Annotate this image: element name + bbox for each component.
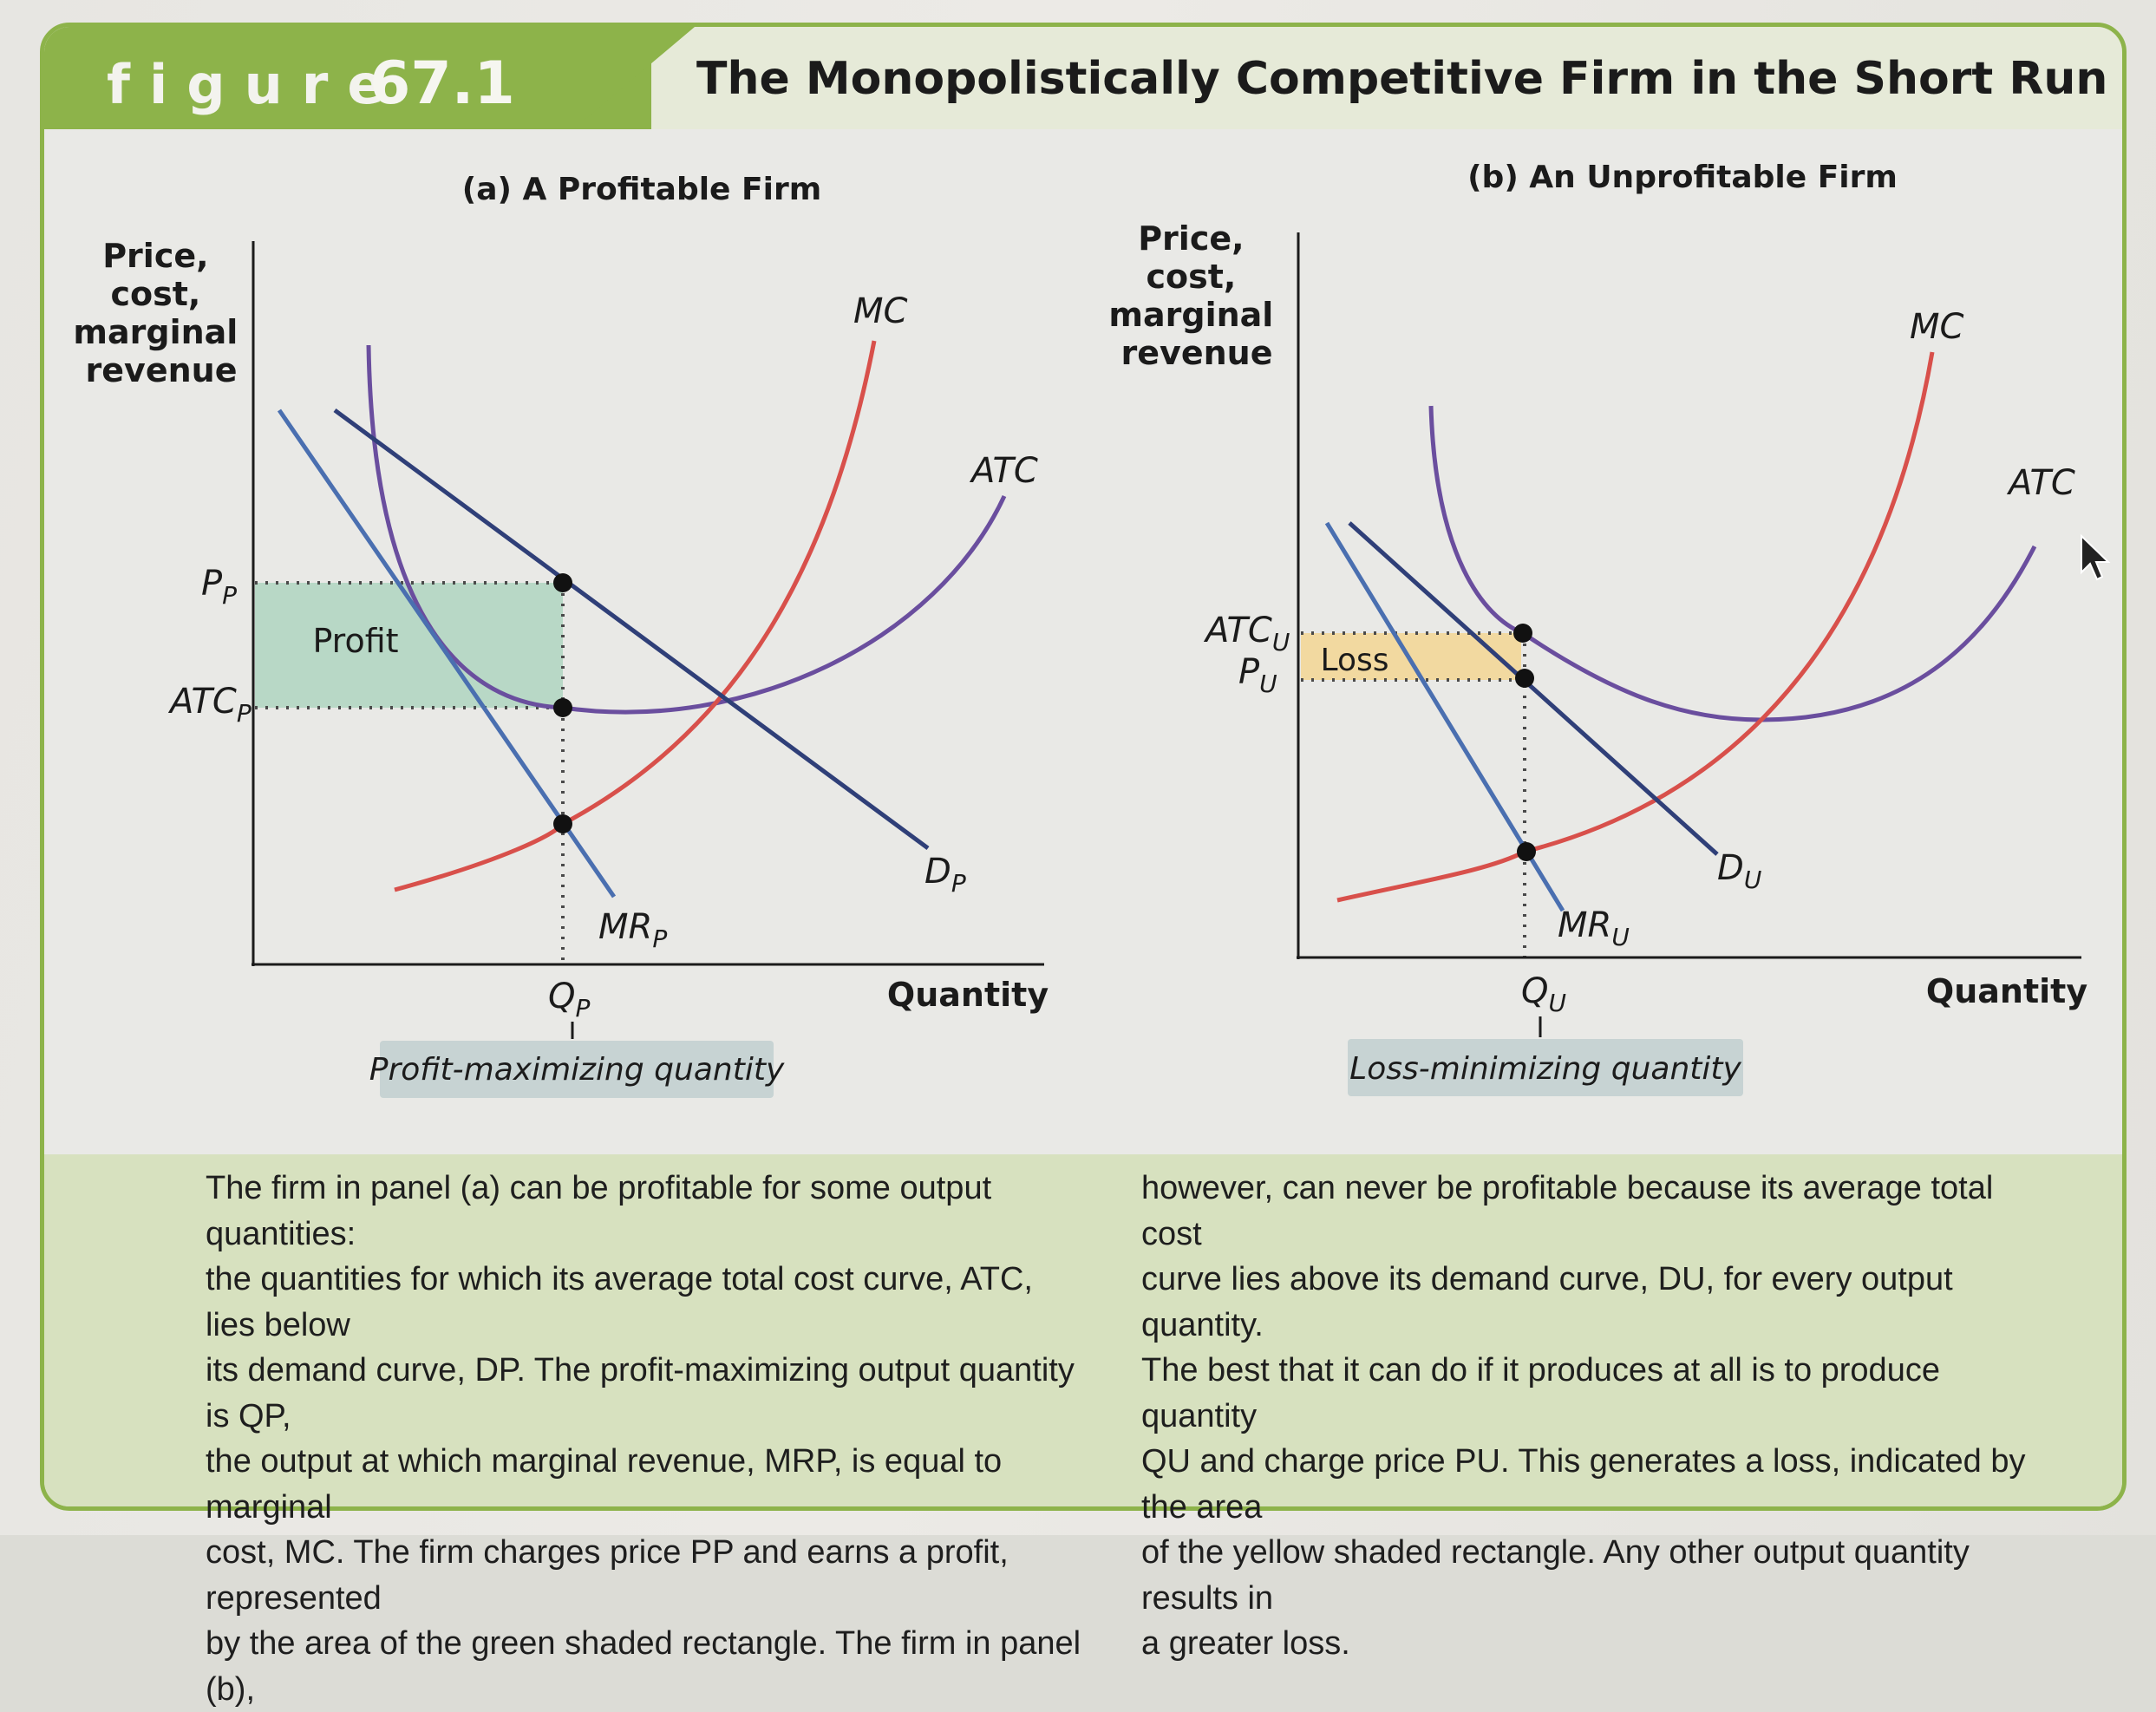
panel-b-x-axis-label: Quantity: [1926, 972, 2087, 1010]
figure-frame: figure 67.1 The Monopolistically Competi…: [40, 23, 2127, 1511]
figure-title-bar: [651, 27, 2122, 129]
panel-a-mc-curve: [394, 340, 877, 892]
panel-b-mr-mc-point: [1517, 842, 1536, 861]
panel-a: (a) A Profitable Firm Price, cost, margi…: [73, 172, 1049, 1098]
caption-right-line-3: The best that it can do if it produces a…: [1141, 1352, 1940, 1434]
header-slant: [573, 27, 695, 129]
caption-band: [44, 1154, 2122, 1506]
profit-region: [255, 583, 563, 708]
panel-a-mr-mc-point: [553, 814, 572, 833]
diagram-canvas: (a) A Profitable Firm Price, cost, margi…: [73, 160, 2111, 1098]
panel-b-atc-point: [1513, 624, 1532, 643]
panel-a-atc-point: [553, 698, 572, 717]
panel-a-demand-label: DP: [924, 852, 966, 898]
panel-a-x-axis-label: Quantity: [887, 976, 1049, 1014]
panel-a-mr-label: MRP: [598, 907, 667, 953]
panel-a-atc-label: ATCP: [167, 682, 252, 728]
caption-left-line-6: by the area of the green shaded rectangl…: [206, 1625, 1081, 1708]
panel-b-mr-label: MRU: [1558, 905, 1630, 951]
panel-b-atc-curve: [1428, 405, 2037, 722]
caption-left-line-1: The firm in panel (a) can be profitable …: [206, 1170, 992, 1252]
panel-a-price-label: PP: [201, 564, 237, 610]
caption-left-line-5: cost, MC. The firm charges price PP and …: [206, 1534, 1009, 1617]
loss-region-label: Loss: [1321, 643, 1389, 678]
panel-a-y-axis-label: Price, cost, marginal revenue: [73, 237, 249, 389]
panel-a-title: (a) A Profitable Firm: [462, 172, 821, 207]
panel-b-atc-label: ATCU: [1203, 611, 1290, 657]
profit-region-label: Profit: [312, 622, 398, 660]
caption-right-line-6: a greater loss.: [1141, 1625, 1350, 1662]
loss-region: [1301, 633, 1521, 680]
panel-b-quantity-label: QU: [1521, 971, 1566, 1017]
panel-a-mc-label: MC: [853, 291, 908, 331]
panel-b-price-point: [1515, 669, 1534, 688]
panel-a-demand-curve: [333, 408, 930, 851]
figure-label: figure: [107, 53, 403, 116]
panel-a-callout: Profit-maximizing quantity: [369, 1052, 785, 1088]
mouse-cursor-icon: [2081, 533, 2111, 581]
caption-right-line-4: QU and charge price PU. This generates a…: [1141, 1443, 2026, 1526]
caption-left-line-2: the quantities for which its average tot…: [206, 1261, 1033, 1343]
caption-right-line-1: however, can never be profitable because…: [1141, 1170, 1994, 1252]
caption-left-line-4: the output at which marginal revenue, MR…: [206, 1443, 1003, 1526]
panel-b-atc-curve-label: ATC: [2006, 463, 2075, 503]
panel-b-mc-label: MC: [1910, 307, 1964, 347]
caption-left-line-3: its demand curve, DP. The profit-maximiz…: [206, 1352, 1075, 1434]
panel-b-mc-curve: [1336, 351, 1935, 903]
panel-b-demand-label: DU: [1717, 848, 1761, 894]
panel-a-price-point: [553, 573, 572, 592]
caption-right-line-5: of the yellow shaded rectangle. Any othe…: [1141, 1534, 1970, 1617]
figure-number: 67.1: [369, 49, 515, 118]
figure-title: The Monopolistically Competitive Firm in…: [696, 53, 2108, 105]
panel-b: (b) An Unprofitable Firm Price, cost, ma…: [1108, 160, 2087, 1096]
panel-b-callout-box: [1348, 1039, 1743, 1096]
panel-b-demand-curve: [1348, 521, 1719, 856]
panel-b-price-label: PU: [1238, 652, 1277, 698]
panel-b-title: (b) An Unprofitable Firm: [1467, 160, 1898, 195]
panel-a-quantity-label: QP: [548, 977, 590, 1023]
panel-b-y-axis-label: Price, cost, marginal revenue: [1108, 219, 1284, 372]
panel-a-callout-box: [380, 1041, 774, 1098]
panel-b-callout: Loss-minimizing quantity: [1349, 1051, 1741, 1087]
caption-right-line-2: curve lies above its demand curve, DU, f…: [1141, 1261, 1953, 1343]
panel-a-atc-curve-label: ATC: [969, 451, 1038, 491]
